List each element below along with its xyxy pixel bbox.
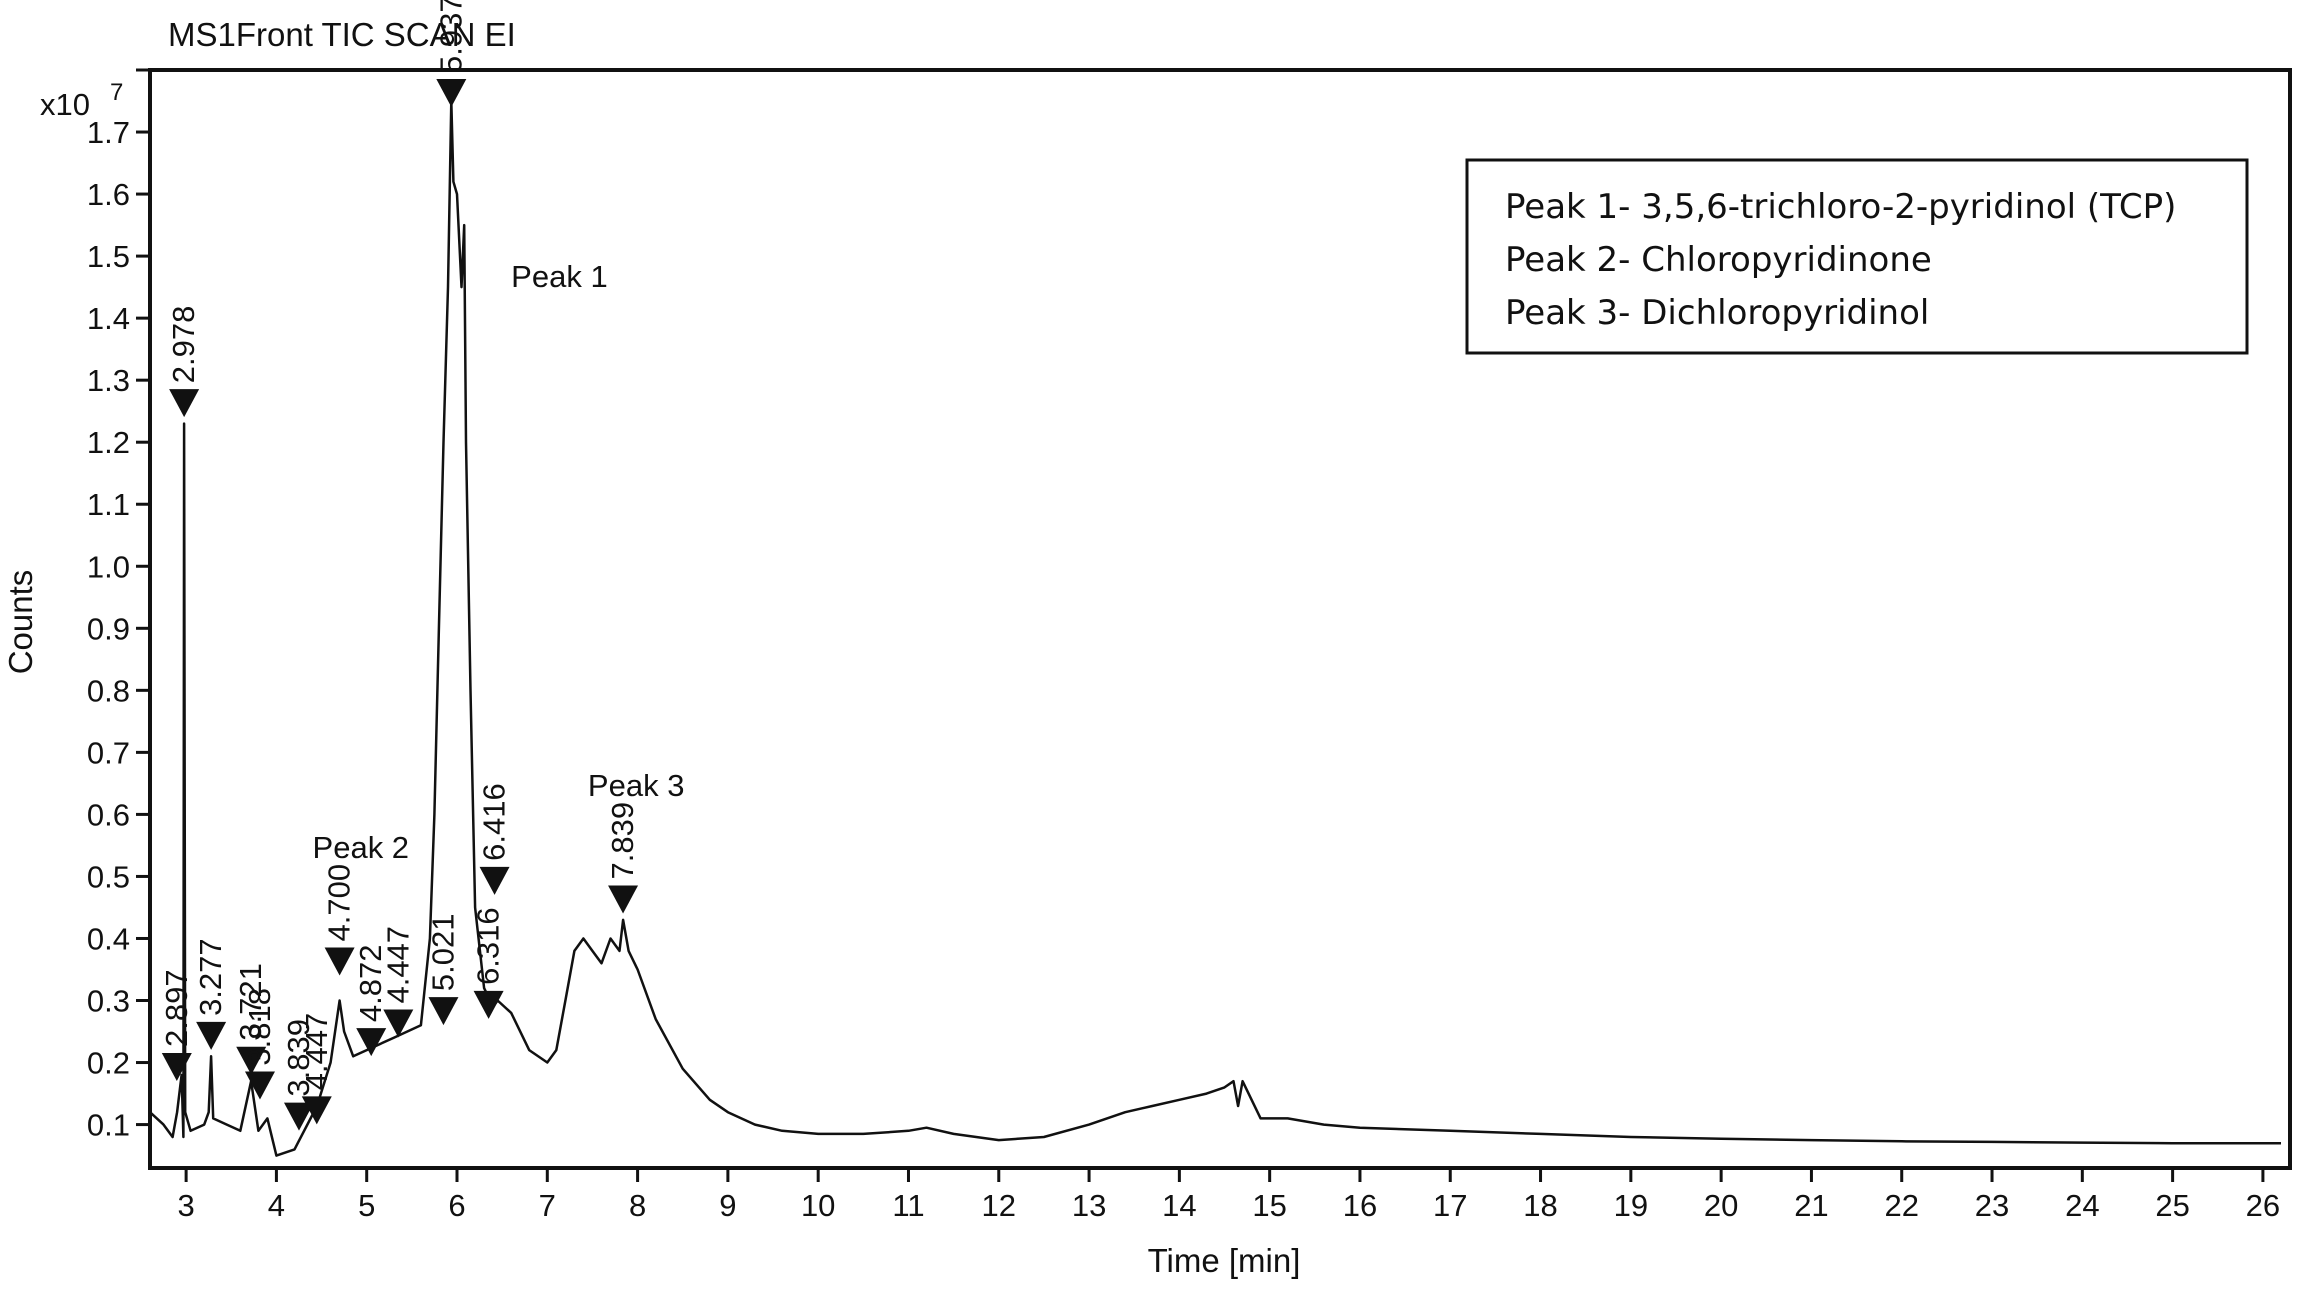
x-tick-label: 18 bbox=[1523, 1188, 1557, 1223]
x-tick-label: 19 bbox=[1614, 1188, 1648, 1223]
peak-annotation: Peak 3 bbox=[588, 768, 685, 803]
x-axis-label: Time [min] bbox=[1148, 1242, 1301, 1279]
x-tick-label: 17 bbox=[1433, 1188, 1467, 1223]
peak-marker bbox=[283, 1102, 314, 1131]
series-layer bbox=[149, 99, 2281, 1157]
x-tick-label: 20 bbox=[1704, 1188, 1738, 1223]
y-tick-label: 0.6 bbox=[87, 797, 130, 832]
x-tick-label: 14 bbox=[1162, 1188, 1196, 1223]
peak-marker bbox=[473, 990, 504, 1019]
y-tick-label: 0.1 bbox=[87, 1108, 130, 1143]
x-tick-label: 24 bbox=[2065, 1188, 2099, 1223]
chart-title: MS1Front TIC SCAN EI bbox=[168, 16, 516, 53]
x-tick-label: 12 bbox=[982, 1188, 1016, 1223]
x-tick-label: 21 bbox=[1794, 1188, 1828, 1223]
peak-marker bbox=[428, 997, 459, 1026]
peak-marker bbox=[436, 79, 467, 108]
x-tick-label: 25 bbox=[2155, 1188, 2189, 1223]
y-tick-label: 1.4 bbox=[87, 301, 130, 336]
x-tick-label: 23 bbox=[1975, 1188, 2009, 1223]
legend: Peak 1- 3,5,6-trichloro-2-pyridinol (TCP… bbox=[1465, 158, 2249, 355]
x-tick-label: 5 bbox=[358, 1188, 375, 1223]
y-tick-label: 0.3 bbox=[87, 984, 130, 1019]
y-tick-label: 1.0 bbox=[87, 549, 130, 584]
y-multiplier-label: x10 bbox=[40, 87, 90, 122]
y-tick-label: 0.8 bbox=[87, 673, 130, 708]
peak-annotation: Peak 2 bbox=[313, 830, 410, 865]
x-tick-label: 4 bbox=[268, 1188, 285, 1223]
x-tick-label: 11 bbox=[892, 1188, 924, 1223]
annotation-layer: Peak 1 Peak 2 Peak 3 bbox=[313, 259, 685, 865]
peak-marker-label: 6.316 bbox=[471, 907, 506, 985]
y-axis-label: Counts bbox=[2, 570, 39, 675]
x-tick-label: 7 bbox=[539, 1188, 556, 1223]
x-tick-label: 3 bbox=[177, 1188, 194, 1223]
peak-marker-label: 3.839 bbox=[281, 1019, 316, 1097]
y-tick-label: 1.2 bbox=[87, 425, 130, 460]
legend-entry-peak-3: Peak 3- Dichloropyridinol bbox=[1505, 293, 1929, 333]
peak-marker-label: 2.978 bbox=[166, 306, 201, 384]
y-axis-ticks: 0.1 0.2 0.3 0.4 0.5 0.6 0.7 0.8 0.9 1.0 1.1 1.2 1.3 1… bbox=[87, 68, 150, 1143]
peak-marker-label: 3.277 bbox=[193, 938, 228, 1016]
peak-marker-label: 5.021 bbox=[425, 914, 460, 992]
plot-frame bbox=[148, 68, 2292, 1170]
peak-marker-label: 3.818 bbox=[242, 988, 277, 1066]
tic-trace-line bbox=[149, 99, 2281, 1157]
peak-marker-label: 7.839 bbox=[605, 802, 640, 880]
y-tick-label: 0.9 bbox=[87, 611, 130, 646]
x-tick-label: 26 bbox=[2246, 1188, 2280, 1223]
peak-marker-label: 4.700 bbox=[322, 864, 357, 942]
peak-marker-label: 2.897 bbox=[159, 969, 194, 1047]
x-tick-label: 16 bbox=[1343, 1188, 1377, 1223]
x-tick-label: 22 bbox=[1884, 1188, 1918, 1223]
peak-marker-label: 4.447 bbox=[380, 926, 415, 1004]
legend-entry-peak-1: Peak 1- 3,5,6-trichloro-2-pyridinol (TCP… bbox=[1505, 187, 2176, 227]
peak-annotation: Peak 1 bbox=[511, 259, 608, 294]
y-tick-label: 1.6 bbox=[87, 177, 130, 212]
y-tick-label: 1.3 bbox=[87, 363, 130, 398]
peak-marker-label: 4.872 bbox=[353, 945, 388, 1023]
peak-marker bbox=[169, 389, 200, 418]
x-tick-label: 13 bbox=[1072, 1188, 1106, 1223]
peak-marker bbox=[196, 1021, 227, 1050]
peak-marker bbox=[608, 885, 639, 914]
peak-marker bbox=[301, 1096, 332, 1125]
peak-marker-label: 4.447 bbox=[299, 1013, 334, 1091]
peak-marker bbox=[244, 1071, 275, 1100]
y-tick-label: 0.4 bbox=[87, 921, 130, 956]
peak-marker bbox=[479, 866, 510, 895]
peak-marker bbox=[324, 947, 355, 976]
peak-marker bbox=[356, 1028, 387, 1057]
x-tick-label: 6 bbox=[448, 1188, 465, 1223]
peak-marker-label: 6.416 bbox=[477, 783, 512, 861]
y-tick-label: 1.1 bbox=[87, 487, 130, 522]
peak-marker bbox=[236, 1046, 267, 1075]
y-tick-label: 0.5 bbox=[87, 859, 130, 894]
legend-entry-peak-2: Peak 2- Chloropyridinone bbox=[1505, 240, 1932, 280]
peak-marker bbox=[161, 1052, 192, 1081]
y-tick-label: 0.7 bbox=[87, 735, 130, 770]
y-multiplier-exponent: 7 bbox=[110, 79, 123, 106]
x-tick-label: 8 bbox=[629, 1188, 646, 1223]
y-tick-label: 1.7 bbox=[87, 115, 130, 150]
peak-marker-label: 5.937 bbox=[433, 0, 468, 73]
peak-marker bbox=[383, 1009, 414, 1038]
y-tick-label: 0.2 bbox=[87, 1046, 130, 1081]
y-tick-label: 1.5 bbox=[87, 239, 130, 274]
x-tick-label: 10 bbox=[801, 1188, 835, 1223]
legend-box bbox=[1465, 158, 2249, 355]
x-tick-label: 9 bbox=[719, 1188, 736, 1223]
x-axis-ticks: 3 4 5 6 7 8 9 10 11 12 13 14 15 16 17 18 19 20 21 22 23 24 25 2… bbox=[177, 1168, 2280, 1223]
peak-marker-label: 3.721 bbox=[233, 963, 268, 1041]
x-tick-label: 15 bbox=[1252, 1188, 1286, 1223]
